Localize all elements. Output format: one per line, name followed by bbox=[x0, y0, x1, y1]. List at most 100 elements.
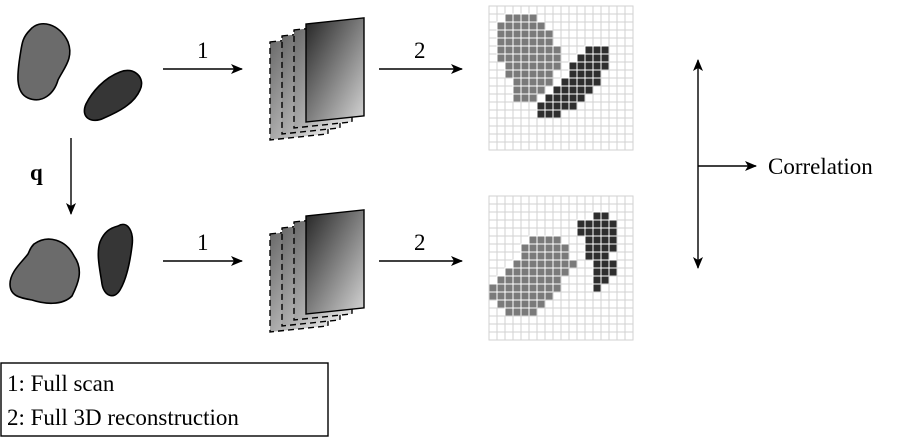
voxel-empty bbox=[552, 29, 562, 39]
voxel-empty bbox=[584, 101, 594, 111]
voxel-empty bbox=[520, 211, 530, 221]
voxel-empty bbox=[616, 77, 626, 87]
voxel-filled bbox=[496, 291, 506, 301]
voxel-filled bbox=[544, 53, 554, 63]
voxel-filled bbox=[536, 45, 546, 55]
voxel-empty bbox=[496, 77, 506, 87]
voxel-empty bbox=[520, 117, 530, 127]
voxel-filled bbox=[536, 299, 546, 309]
voxel-filled bbox=[560, 259, 570, 269]
voxel-empty bbox=[608, 29, 618, 39]
voxel-empty bbox=[576, 109, 586, 119]
voxel-empty bbox=[560, 13, 570, 23]
voxel-empty bbox=[552, 291, 562, 301]
voxel-empty bbox=[488, 141, 498, 151]
voxel-empty bbox=[608, 77, 618, 87]
voxel-empty bbox=[560, 195, 570, 205]
voxel-empty bbox=[536, 227, 546, 237]
voxel-filled bbox=[536, 243, 546, 253]
voxel-empty bbox=[592, 331, 602, 341]
voxel-empty bbox=[568, 235, 578, 245]
voxel-filled bbox=[576, 93, 586, 103]
voxel-filled bbox=[504, 53, 514, 63]
voxel-empty bbox=[552, 219, 562, 229]
voxel-empty bbox=[568, 211, 578, 221]
voxel-filled bbox=[504, 13, 514, 23]
voxel-empty bbox=[528, 133, 538, 143]
voxel-empty bbox=[504, 141, 514, 151]
voxel-empty bbox=[488, 29, 498, 39]
voxel-filled bbox=[520, 243, 530, 253]
voxel-filled bbox=[512, 283, 522, 293]
voxel-empty bbox=[624, 133, 634, 143]
voxel-empty bbox=[624, 219, 634, 229]
voxel-empty bbox=[568, 323, 578, 333]
voxel-empty bbox=[488, 243, 498, 253]
voxel-empty bbox=[592, 37, 602, 47]
voxel-empty bbox=[584, 21, 594, 31]
voxel-empty bbox=[624, 227, 634, 237]
voxel-filled bbox=[560, 85, 570, 95]
voxel-filled bbox=[544, 267, 554, 277]
voxel-filled bbox=[552, 53, 562, 63]
voxel-empty bbox=[600, 323, 610, 333]
voxel-empty bbox=[568, 195, 578, 205]
voxel-empty bbox=[568, 117, 578, 127]
voxel-empty bbox=[560, 307, 570, 317]
voxel-filled bbox=[536, 291, 546, 301]
voxel-filled bbox=[544, 291, 554, 301]
voxel-empty bbox=[568, 291, 578, 301]
voxel-empty bbox=[560, 299, 570, 309]
voxel-empty bbox=[520, 5, 530, 15]
voxel-filled bbox=[536, 29, 546, 39]
voxel-empty bbox=[544, 85, 554, 95]
voxel-empty bbox=[616, 141, 626, 151]
voxel-empty bbox=[488, 45, 498, 55]
voxel-empty bbox=[568, 29, 578, 39]
voxel-empty bbox=[488, 203, 498, 213]
voxel-filled bbox=[592, 211, 602, 221]
voxel-filled bbox=[536, 61, 546, 71]
voxel-empty bbox=[488, 267, 498, 277]
voxel-empty bbox=[512, 211, 522, 221]
voxel-empty bbox=[576, 315, 586, 325]
voxel-filled bbox=[512, 61, 522, 71]
voxel-filled bbox=[512, 45, 522, 55]
voxel-filled bbox=[504, 307, 514, 317]
voxel-filled bbox=[544, 275, 554, 285]
voxel-empty bbox=[616, 259, 626, 269]
voxel-empty bbox=[512, 117, 522, 127]
voxel-empty bbox=[592, 29, 602, 39]
voxel-empty bbox=[552, 125, 562, 135]
voxel-empty bbox=[496, 251, 506, 261]
voxel-filled bbox=[600, 45, 610, 55]
voxel-empty bbox=[616, 61, 626, 71]
voxel-empty bbox=[560, 21, 570, 31]
voxel-empty bbox=[520, 323, 530, 333]
voxel-filled bbox=[592, 53, 602, 63]
voxel-filled bbox=[600, 53, 610, 63]
voxel-empty bbox=[584, 117, 594, 127]
voxel-filled bbox=[528, 85, 538, 95]
legend-line-2: 2: Full 3D reconstruction bbox=[7, 405, 239, 430]
voxel-empty bbox=[536, 5, 546, 15]
voxel-empty bbox=[504, 315, 514, 325]
voxel-filled bbox=[528, 275, 538, 285]
voxel-empty bbox=[488, 251, 498, 261]
voxel-filled bbox=[520, 85, 530, 95]
voxel-grid-top bbox=[488, 5, 634, 151]
voxel-empty bbox=[568, 267, 578, 277]
voxel-filled bbox=[584, 61, 594, 71]
voxel-filled bbox=[584, 77, 594, 87]
voxel-empty bbox=[624, 109, 634, 119]
object-pair-deformed bbox=[9, 223, 134, 305]
voxel-empty bbox=[592, 117, 602, 127]
voxel-empty bbox=[528, 141, 538, 151]
voxel-empty bbox=[512, 251, 522, 261]
voxel-empty bbox=[488, 61, 498, 71]
voxel-empty bbox=[576, 21, 586, 31]
step1-label-top: 1 bbox=[197, 38, 209, 63]
voxel-empty bbox=[512, 219, 522, 229]
voxel-empty bbox=[520, 101, 530, 111]
